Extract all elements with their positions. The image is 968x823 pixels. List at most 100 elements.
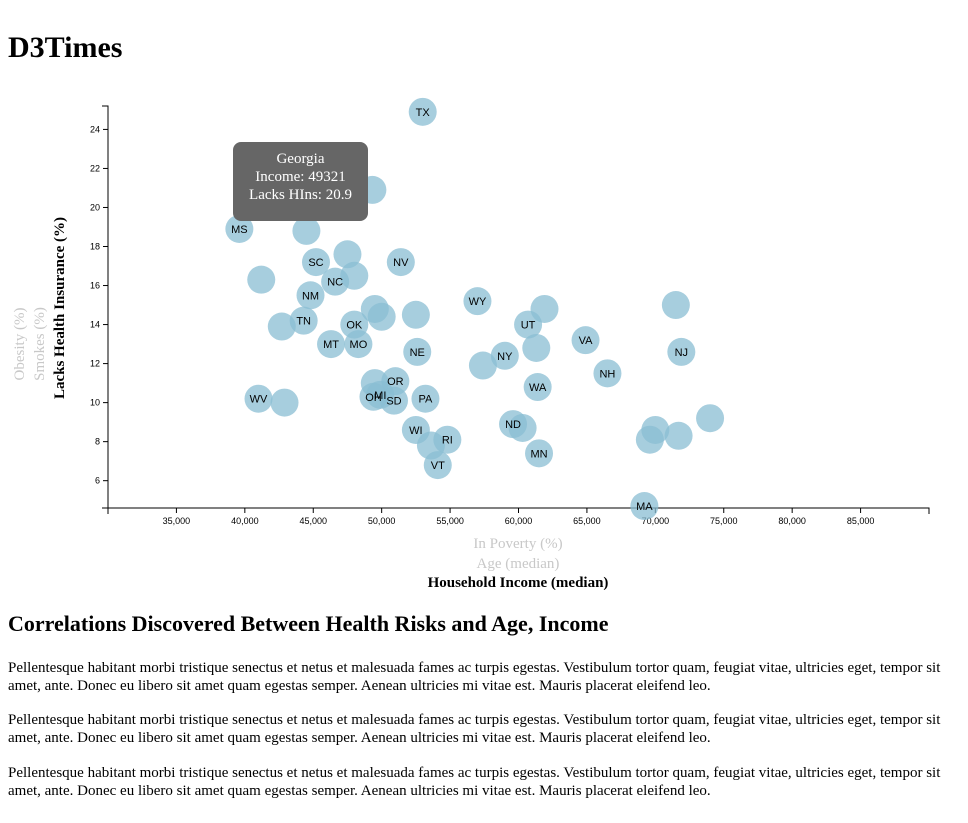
state-marker[interactable] [423,451,452,480]
state-abbr-label: WV [250,394,268,406]
y-tick-label: 18 [90,242,100,252]
state-abbr-label: TX [416,107,431,119]
state-abbr-label: NC [327,277,343,289]
state-marker[interactable] [340,261,369,290]
marker-label-layer: TX MS SC NV NC NM WY TN OK UT VA MT MO NJ NE NY NH OR WA OH… [231,107,688,513]
state-abbr-label: WA [529,382,547,394]
state-marker[interactable] [403,337,432,366]
y-axis-label-healthcare[interactable]: Lacks Health Insurance (%) [52,217,68,399]
y-tick-label: 8 [95,437,100,447]
article-paragraph: Pellentesque habitant morbi tristique se… [8,712,941,746]
state-abbr-label: OK [346,320,363,332]
x-axis-label-age[interactable]: Age (median) [477,556,560,572]
marker-layer [225,97,725,521]
state-marker[interactable] [593,359,622,388]
tooltip-healthcare: Lacks HIns: 20.9 [249,187,352,203]
state-abbr-label: MN [530,448,547,460]
tooltip: Georgia Income: 49321 Lacks HIns: 20.9 [233,142,368,221]
state-marker[interactable] [367,302,396,331]
x-tick-label: 60,000 [505,516,533,526]
y-tick-label: 24 [90,124,100,134]
state-abbr-label: WY [469,296,487,308]
y-axis-line [102,105,109,509]
x-tick-label: 45,000 [299,516,327,526]
tooltip-income: Income: 49321 [255,169,346,185]
state-abbr-label: NV [393,257,409,269]
article-heading: Correlations Discovered Between Health R… [8,611,609,636]
state-marker[interactable] [292,216,321,245]
x-tick-label: 55,000 [436,516,464,526]
state-abbr-label: SC [308,257,323,269]
article-paragraph: Pellentesque habitant morbi tristique se… [8,660,941,694]
y-axis-label-smokes[interactable]: Smokes (%) [32,307,48,381]
state-marker[interactable] [522,333,551,362]
scatter-chart: 35,000 40,000 45,000 50,000 55,000 60,000 65,0… [0,90,968,590]
y-tick-label: 12 [90,359,100,369]
state-abbr-label: MA [636,501,653,513]
x-tick-label: 80,000 [778,516,806,526]
y-tick-label: 16 [90,281,100,291]
state-marker[interactable] [244,384,273,413]
x-axis-label-income[interactable]: Household Income (median) [428,575,609,590]
state-marker[interactable] [333,240,362,269]
chart-svg: 35,000 40,000 45,000 50,000 55,000 60,000 65,0… [12,97,930,590]
x-tick-label: 70,000 [642,516,670,526]
state-marker[interactable] [408,97,437,126]
x-axis: 35,000 40,000 45,000 50,000 55,000 60,000 65,0… [107,507,930,526]
state-marker[interactable] [463,287,492,316]
state-abbr-label: UT [521,320,536,332]
y-tick-label: 22 [90,163,100,173]
x-tick-label: 40,000 [231,516,259,526]
state-marker[interactable] [296,281,325,310]
state-marker[interactable] [508,413,537,442]
state-marker[interactable] [289,306,318,335]
site-title: D3Times [8,31,123,64]
y-tick-label: 20 [90,202,100,212]
state-marker[interactable] [468,351,497,380]
state-marker[interactable] [344,330,373,359]
state-marker[interactable] [267,312,296,341]
x-axis-label-poverty[interactable]: In Poverty (%) [473,536,562,552]
x-tick-label: 85,000 [847,516,875,526]
state-marker[interactable] [525,439,554,468]
state-marker[interactable] [301,248,330,277]
y-tick-label: 6 [95,476,100,486]
state-abbr-label: TN [296,316,311,328]
tooltip-state: Georgia [276,151,325,167]
state-marker[interactable] [225,214,254,243]
state-abbr-label: NH [599,368,615,380]
state-marker[interactable] [571,326,600,355]
state-abbr-label: MT [323,339,339,351]
x-tick-label: 35,000 [163,516,191,526]
state-marker[interactable] [696,404,725,433]
y-tick-label: 10 [90,398,100,408]
y-axis: 6 8 10 12 14 16 18 20 22 24 [90,105,109,509]
state-marker[interactable] [379,386,408,415]
state-abbr-label: SD [386,396,401,408]
state-marker[interactable] [490,341,519,370]
y-axis-label-obesity[interactable]: Obesity (%) [12,308,28,381]
x-tick-label: 50,000 [368,516,396,526]
state-abbr-label: NY [497,351,513,363]
state-marker[interactable] [247,265,276,294]
state-marker[interactable] [401,300,430,329]
state-marker[interactable] [386,248,415,277]
state-abbr-label: VT [431,460,445,472]
state-marker[interactable] [635,425,664,454]
state-marker[interactable] [514,310,543,339]
state-abbr-label: NJ [675,347,688,359]
state-abbr-label: MO [350,339,368,351]
state-marker[interactable] [661,291,690,320]
article-paragraph: Pellentesque habitant morbi tristique se… [8,765,941,799]
state-marker[interactable] [270,388,299,417]
state-marker[interactable] [317,330,346,359]
state-marker[interactable] [667,337,696,366]
state-marker[interactable] [630,492,659,521]
state-abbr-label: PA [419,394,434,406]
state-marker[interactable] [411,384,440,413]
state-abbr-label: OR [387,376,404,388]
state-marker[interactable] [523,373,552,402]
x-tick-label: 75,000 [710,516,738,526]
state-marker[interactable] [664,421,693,450]
state-abbr-label: MS [231,224,248,236]
